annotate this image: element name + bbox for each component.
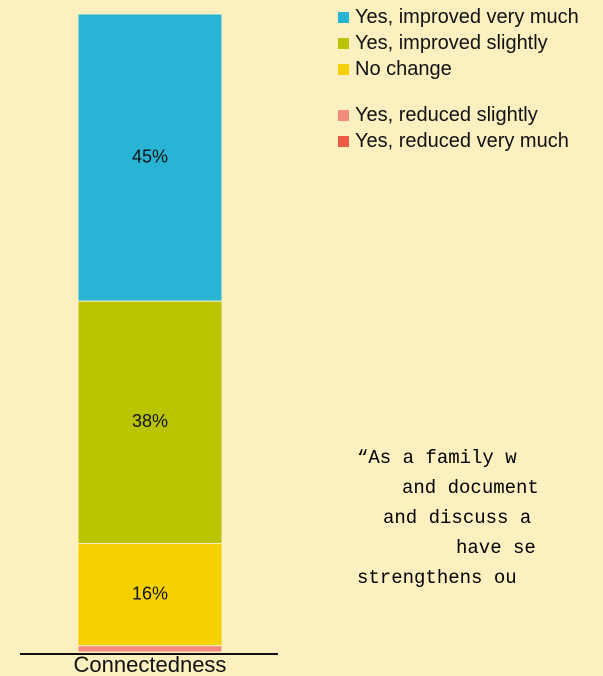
data-label: 38% bbox=[132, 411, 168, 431]
quote-line: strengthens ou bbox=[357, 567, 517, 589]
legend-item: Yes, improved very much bbox=[338, 4, 583, 30]
legend-item: No change bbox=[338, 56, 583, 82]
x-tick-label: Connectedness bbox=[74, 652, 227, 676]
legend-item: Yes, reduced very much bbox=[338, 128, 583, 154]
quote-line: and discuss a bbox=[383, 507, 531, 529]
legend-label: Yes, improved very much bbox=[355, 6, 579, 28]
legend: Yes, improved very much Yes, improved sli… bbox=[338, 4, 598, 154]
data-label: 16% bbox=[132, 583, 168, 603]
quote-line: and document bbox=[402, 477, 539, 499]
bar-segment bbox=[77, 543, 223, 647]
legend-swatch bbox=[338, 136, 349, 147]
bar-segment bbox=[77, 13, 223, 302]
legend-label: Yes, improved slightly bbox=[355, 32, 548, 54]
bar-segment bbox=[77, 300, 223, 545]
legend-label: Yes, reduced slightly bbox=[355, 104, 538, 126]
data-label: 45% bbox=[132, 146, 168, 166]
legend-item: Yes, improved slightly bbox=[338, 30, 583, 56]
legend-swatch bbox=[338, 38, 349, 49]
legend-swatch bbox=[338, 12, 349, 23]
legend-item: Yes, reduced slightly bbox=[338, 102, 583, 128]
legend-swatch bbox=[338, 110, 349, 121]
legend-swatch bbox=[338, 64, 349, 75]
quote-line: have se bbox=[456, 537, 536, 559]
legend-label: No change bbox=[355, 58, 452, 80]
quote-line: “As a family w bbox=[357, 447, 517, 469]
legend-label: Yes, reduced very much bbox=[355, 130, 569, 152]
